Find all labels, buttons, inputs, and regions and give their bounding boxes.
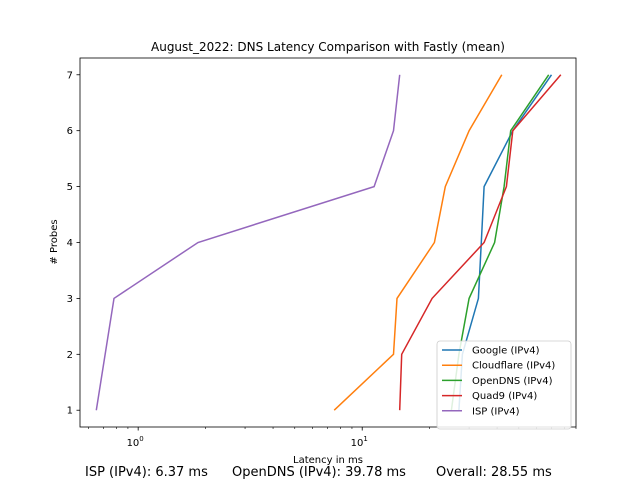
chart-title: August_2022: DNS Latency Comparison with… (151, 40, 505, 54)
legend-label-2: OpenDNS (IPv4) (472, 376, 553, 387)
y-tick-label: 5 (67, 182, 73, 193)
footer-isp-mean: ISP (IPv4): 6.37 ms (85, 465, 208, 480)
legend-label-1: Cloudflare (IPv4) (472, 361, 555, 372)
legend-label-4: ISP (IPv4) (472, 406, 520, 417)
series-line-4 (95, 74, 401, 411)
legend-frame (436, 340, 572, 430)
footer-opendns-mean: OpenDNS (IPv4): 39.78 ms (232, 465, 406, 480)
y-tick-label: 3 (67, 294, 73, 305)
legend-label-3: Quad9 (IPv4) (472, 391, 537, 402)
legend: Google (IPv4) Cloudflare (IPv4) OpenDNS (I… (436, 340, 572, 430)
series-line-1 (333, 74, 503, 411)
y-tick-label: 6 (67, 126, 73, 137)
y-tick-label: 1 (67, 406, 73, 417)
legend-label-0: Google (IPv4) (472, 346, 540, 357)
y-tick-label: 7 (67, 70, 73, 81)
y-tick-label: 4 (67, 238, 73, 249)
footer-overall-mean: Overall: 28.55 ms (436, 465, 552, 480)
series-line-3 (398, 74, 562, 411)
y-tick-label: 2 (67, 350, 73, 361)
y-axis-label: # Probes (49, 219, 60, 264)
x-axis-label: Latency in ms (293, 455, 363, 466)
